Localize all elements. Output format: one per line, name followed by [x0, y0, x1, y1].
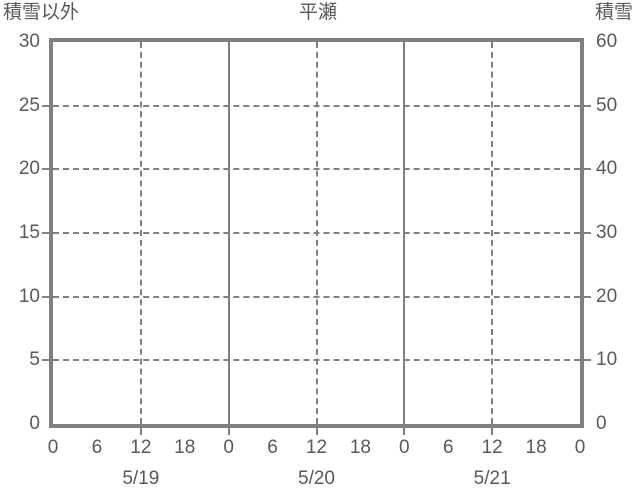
x-axis-tick-label: 0	[399, 437, 410, 458]
chart-title: 平瀬	[298, 2, 337, 23]
midday-gridline	[491, 42, 494, 424]
right-axis-tick-label: 10	[596, 349, 618, 371]
right-axis-tick-label: 30	[596, 222, 618, 243]
x-axis-day-label: 5/19	[122, 468, 160, 489]
x-axis-tick-label: 12	[305, 437, 328, 458]
left-axis-tick-label: 10	[18, 285, 40, 307]
left-axis-tick	[42, 232, 49, 234]
right-axis-tick	[584, 232, 591, 234]
left-axis-tick	[42, 168, 49, 171]
x-axis-tick	[139, 428, 142, 435]
day-boundary-gridline	[227, 42, 230, 424]
left-axis-tick-label: 20	[18, 158, 40, 180]
x-axis-day-label: 5/21	[473, 468, 511, 489]
midday-gridline	[315, 42, 318, 424]
left-axis-header: 積雪以外	[3, 2, 80, 23]
left-axis-tick-label: 0	[29, 413, 40, 434]
right-axis-tick	[584, 359, 591, 362]
plot-area	[49, 38, 584, 428]
left-axis-tick-label: 30	[18, 31, 40, 52]
right-axis-tick-label: 20	[596, 285, 618, 307]
right-axis-tick-label: 40	[596, 158, 618, 180]
x-axis-tick	[315, 428, 318, 435]
right-axis-tick-label: 50	[596, 94, 618, 116]
right-axis-tick	[584, 295, 591, 298]
x-axis-tick-label: 18	[349, 437, 371, 458]
x-axis-tick-label: 0	[47, 437, 59, 458]
left-axis-tick-label: 15	[18, 222, 40, 243]
day-boundary-gridline	[403, 42, 406, 424]
x-axis-tick-label: 12	[481, 437, 503, 458]
x-axis-tick-label: 6	[91, 437, 103, 458]
x-axis-day-label: 5/20	[298, 468, 335, 489]
left-axis-tick	[42, 104, 49, 107]
x-axis-tick-label: 18	[525, 437, 547, 458]
x-axis-tick-label: 12	[130, 437, 152, 458]
x-axis-tick-label: 0	[574, 437, 586, 458]
x-axis-tick	[491, 428, 494, 435]
plot-gridlines	[53, 42, 580, 424]
left-axis-tick-label: 5	[29, 349, 40, 371]
x-axis-tick-label: 0	[223, 437, 234, 458]
left-axis-tick	[42, 359, 49, 362]
left-axis-tick-label: 25	[18, 94, 40, 116]
right-axis-tick-label: 60	[596, 31, 618, 52]
right-axis-tick-label: 0	[596, 413, 607, 434]
right-axis-tick	[584, 104, 591, 107]
midday-gridline	[139, 42, 142, 424]
right-axis-tick	[584, 168, 591, 171]
x-axis-tick	[403, 428, 406, 435]
left-axis-tick	[42, 295, 49, 298]
x-axis-tick-label: 6	[267, 437, 278, 458]
x-axis-tick	[227, 428, 230, 435]
x-axis-tick-label: 6	[442, 437, 454, 458]
x-axis-tick-label: 18	[174, 437, 196, 458]
right-axis-header: 積雪	[594, 2, 633, 23]
